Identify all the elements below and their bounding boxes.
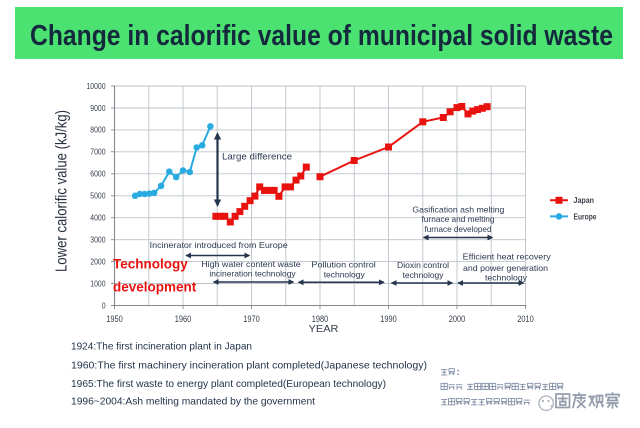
svg-text:Efficient heat recovery: Efficient heat recovery [463, 251, 552, 261]
svg-text:Lower calorific value (kJ/kg): Lower calorific value (kJ/kg) [54, 110, 71, 272]
svg-text:Large difference: Large difference [222, 152, 292, 162]
svg-text:Technology: Technology [113, 256, 188, 271]
svg-text:5000: 5000 [90, 192, 106, 201]
svg-text:1996~2004:Ash melting mandated: 1996~2004:Ash melting mandated by the go… [71, 397, 315, 408]
svg-text:Pollution control: Pollution control [311, 260, 375, 270]
svg-text:High water content waste: High water content waste [201, 259, 301, 269]
svg-text:2010: 2010 [517, 314, 534, 325]
svg-text:4000: 4000 [90, 214, 106, 223]
svg-text:development: development [113, 280, 197, 295]
svg-text:and power generation: and power generation [463, 263, 548, 273]
svg-text:technology: technology [324, 270, 366, 280]
svg-text:1970: 1970 [243, 314, 260, 325]
svg-text:2000: 2000 [90, 257, 106, 266]
svg-text:furnace developed: furnace developed [425, 224, 492, 234]
svg-text:technology: technology [485, 273, 528, 283]
svg-text:0: 0 [102, 301, 106, 310]
svg-text:1990: 1990 [380, 314, 397, 325]
svg-text:YEAR: YEAR [309, 323, 339, 335]
svg-text:1960: 1960 [175, 314, 192, 325]
svg-text:3000: 3000 [90, 236, 106, 245]
svg-text:Japan: Japan [574, 196, 595, 205]
svg-text:1960:The first machinery incin: 1960:The first machinery incineration pl… [71, 361, 427, 372]
svg-text:1000: 1000 [90, 279, 106, 288]
svg-text:furnace and melting: furnace and melting [422, 214, 495, 224]
svg-text:Europe: Europe [574, 212, 598, 221]
svg-text:1950: 1950 [106, 314, 123, 325]
svg-text:1924:The first incineration pl: 1924:The first incineration plant in Jap… [71, 341, 252, 352]
svg-text:Dioxin control: Dioxin control [397, 260, 449, 270]
svg-text:incineration technology: incineration technology [209, 269, 296, 279]
svg-text:8000: 8000 [90, 126, 106, 135]
svg-text:Change in calorific value of m: Change in calorific value of municipal s… [30, 20, 613, 52]
svg-text:7000: 7000 [90, 148, 106, 157]
svg-text:9000: 9000 [90, 104, 106, 113]
svg-text:10000: 10000 [87, 82, 106, 91]
svg-text:6000: 6000 [90, 170, 106, 179]
svg-text:Incinerator introduced from Eu: Incinerator introduced from Europe [150, 240, 288, 250]
svg-text:1965:The first waste to energy: 1965:The first waste to energy plant com… [71, 379, 386, 390]
svg-text:1980: 1980 [312, 314, 329, 325]
svg-text:technology: technology [403, 270, 445, 280]
svg-text:Gasification ash melting: Gasification ash melting [412, 204, 504, 214]
svg-text:2000: 2000 [449, 314, 466, 325]
